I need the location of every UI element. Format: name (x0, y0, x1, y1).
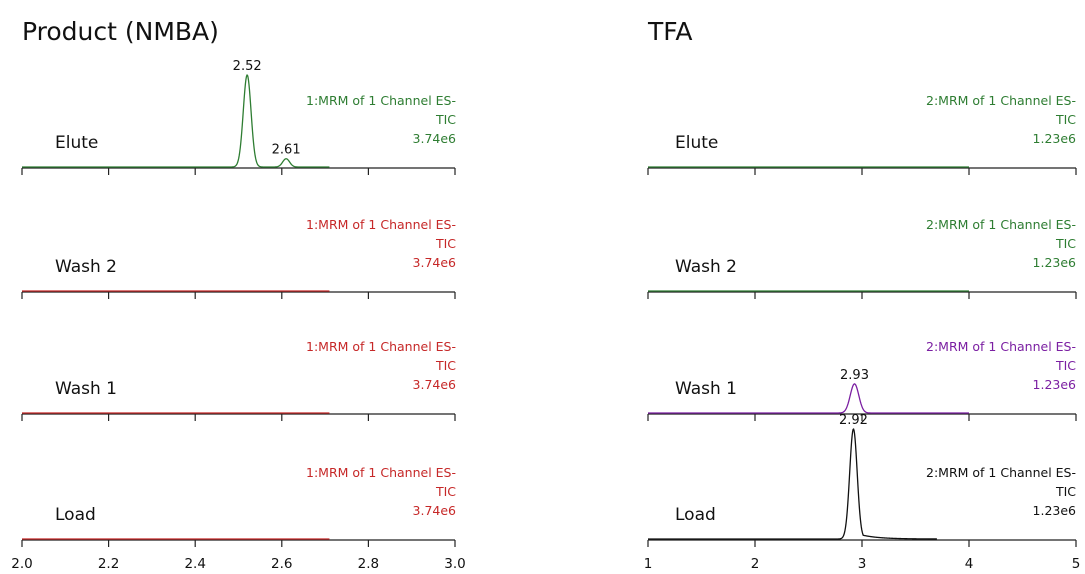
trace-info-line: 1.23e6 (1033, 255, 1077, 270)
peak-label: 2.93 (840, 368, 869, 383)
trace-info-line: TIC (435, 112, 456, 127)
panel-elute: Elute 2:MRM of 1 Channel ES- TIC 1.23e6 (647, 93, 1077, 175)
peak-label: 2.92 (839, 413, 868, 428)
panel-wash-1: Wash 1 1:MRM of 1 Channel ES- TIC 3.74e6 (21, 339, 457, 421)
trace-info-line: TIC (1055, 236, 1076, 251)
panel-load: Load 1:MRM of 1 Channel ES- TIC 3.74e6 (21, 465, 457, 547)
trace-info-line: TIC (435, 484, 456, 499)
trace-info-line: TIC (1055, 484, 1076, 499)
trace-info-line: 3.74e6 (413, 131, 457, 146)
trace-info-line: 1.23e6 (1033, 377, 1077, 392)
panel-label: Elute (55, 133, 98, 153)
x-tick-label: 2.2 (98, 556, 119, 572)
x-tick-label: 2.4 (184, 556, 205, 572)
x-tick-label: 1 (644, 556, 653, 572)
trace-info-line: 1:MRM of 1 Channel ES- (306, 217, 456, 232)
panel-wash-2: Wash 2 2:MRM of 1 Channel ES- TIC 1.23e6 (647, 217, 1077, 299)
panel-elute: Elute 1:MRM of 1 Channel ES- TIC 3.74e6 2.52… (21, 59, 457, 175)
chart-product: Product (NMBA) Elute 1:MRM of 1 Channel ES… (11, 17, 465, 572)
trace-info-line: 1:MRM of 1 Channel ES- (306, 465, 456, 480)
trace-info-line: 3.74e6 (413, 503, 457, 518)
x-tick-label: 3 (858, 556, 867, 572)
trace-info-line: TIC (435, 236, 456, 251)
x-tick-label: 4 (965, 556, 974, 572)
peak-label: 2.61 (272, 143, 301, 158)
panel-wash-1: Wash 1 2:MRM of 1 Channel ES- TIC 1.23e6 2.9… (647, 339, 1077, 421)
panel-label: Load (675, 505, 716, 525)
panel-label: Wash 2 (675, 257, 737, 277)
x-tick-label: 2.6 (271, 556, 292, 572)
trace-info-line: 3.74e6 (413, 255, 457, 270)
chromatogram-trace (648, 383, 969, 414)
trace-info-line: 3.74e6 (413, 377, 457, 392)
panel-label: Wash 2 (55, 257, 117, 277)
chromatogram-trace (22, 74, 330, 168)
peak-label: 2.52 (233, 59, 262, 74)
panel-label: Wash 1 (55, 379, 117, 399)
trace-info-line: 1:MRM of 1 Channel ES- (306, 93, 456, 108)
trace-info-line: 1.23e6 (1033, 131, 1077, 146)
chart-title: Product (NMBA) (22, 17, 219, 46)
x-tick-label: 3.0 (444, 556, 465, 572)
trace-info-line: TIC (1055, 358, 1076, 373)
trace-info-line: 2:MRM of 1 Channel ES- (926, 465, 1076, 480)
trace-info-line: 2:MRM of 1 Channel ES- (926, 93, 1076, 108)
x-tick-label: 2.8 (358, 556, 379, 572)
trace-info-line: 1:MRM of 1 Channel ES- (306, 339, 456, 354)
trace-info-line: 2:MRM of 1 Channel ES- (926, 339, 1076, 354)
x-tick-label: 5 (1072, 556, 1081, 572)
x-tick-label: 2 (751, 556, 760, 572)
trace-info-line: TIC (435, 358, 456, 373)
panel-load: Load 2:MRM of 1 Channel ES- TIC 1.23e6 2.92 (647, 413, 1077, 547)
panel-label: Wash 1 (675, 379, 737, 399)
trace-info-line: TIC (1055, 112, 1076, 127)
trace-info-line: 1.23e6 (1033, 503, 1077, 518)
chromatogram-trace (648, 428, 937, 540)
panel-wash-2: Wash 2 1:MRM of 1 Channel ES- TIC 3.74e6 (21, 217, 457, 299)
chart-title: TFA (647, 17, 692, 46)
x-tick-label: 2.0 (11, 556, 32, 572)
trace-info-line: 2:MRM of 1 Channel ES- (926, 217, 1076, 232)
panel-label: Load (55, 505, 96, 525)
panel-label: Elute (675, 133, 718, 153)
